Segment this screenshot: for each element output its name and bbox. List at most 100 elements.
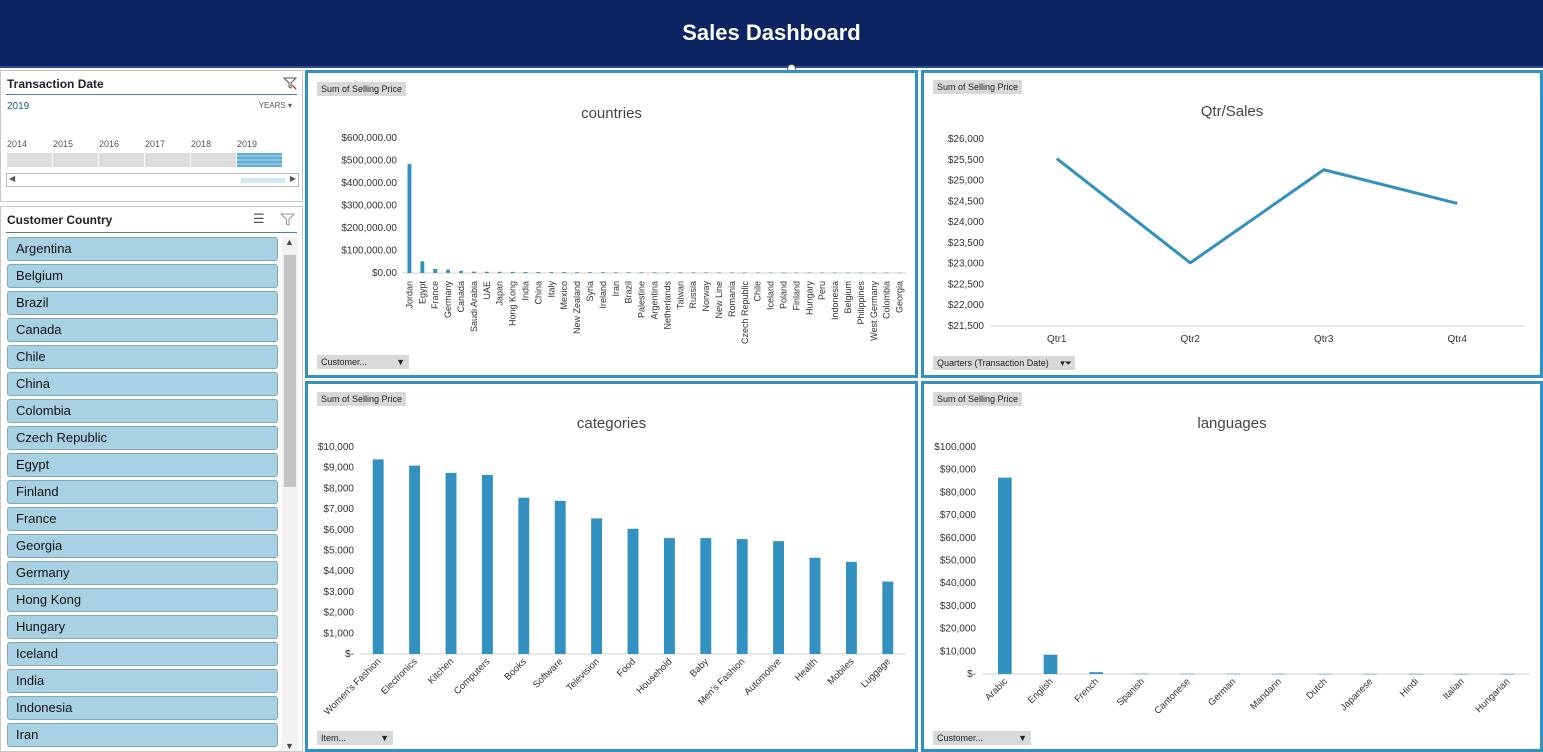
timeline-year-cell[interactable]	[191, 153, 236, 167]
clear-filter-icon[interactable]	[280, 212, 295, 227]
bar[interactable]	[897, 272, 902, 274]
scroll-up-icon[interactable]: ▲	[285, 237, 294, 247]
bar[interactable]	[518, 497, 530, 654]
bar[interactable]	[755, 272, 760, 274]
bar[interactable]	[781, 272, 786, 274]
slicer-item[interactable]: Belgium	[7, 264, 278, 288]
slicer-item[interactable]: Argentina	[7, 237, 278, 261]
slicer-item[interactable]: Germany	[7, 561, 278, 585]
slicer-item[interactable]: Iceland	[7, 642, 278, 666]
bar[interactable]	[575, 272, 580, 273]
scroll-down-icon[interactable]: ▼	[285, 741, 294, 751]
timeline-year-cell[interactable]	[99, 153, 144, 167]
bar[interactable]	[600, 272, 605, 273]
bar[interactable]	[820, 272, 825, 274]
bar[interactable]	[884, 272, 889, 274]
slicer-item[interactable]: Chile	[7, 345, 278, 369]
slicer-item[interactable]: Egypt	[7, 453, 278, 477]
bar[interactable]	[639, 272, 644, 273]
bar[interactable]	[691, 272, 696, 273]
slicer-item[interactable]: Iran	[7, 723, 278, 747]
bar[interactable]	[794, 272, 799, 274]
bar[interactable]	[554, 500, 566, 654]
bar[interactable]	[736, 539, 748, 654]
bar[interactable]	[613, 272, 618, 273]
scroll-right-icon[interactable]: ▶	[289, 174, 296, 183]
value-field-button[interactable]: Sum of Selling Price	[933, 392, 1023, 406]
sales-line[interactable]	[1055, 157, 1458, 265]
bar[interactable]	[678, 272, 683, 273]
bar[interactable]	[1226, 673, 1241, 675]
bar[interactable]	[700, 538, 712, 654]
timeline-year-cell[interactable]	[7, 153, 52, 167]
slicer-item[interactable]: Hungary	[7, 615, 278, 639]
bar[interactable]	[882, 581, 894, 654]
bar[interactable]	[768, 272, 773, 274]
bar[interactable]	[1363, 673, 1378, 675]
bar[interactable]	[497, 271, 502, 273]
value-field-button[interactable]: Sum of Selling Price	[317, 392, 407, 406]
bar[interactable]	[433, 268, 438, 273]
bar[interactable]	[773, 541, 785, 654]
multi-select-icon[interactable]: ☰	[253, 211, 265, 226]
scroll-left-icon[interactable]: ◀	[9, 174, 16, 183]
axis-field-dropdown[interactable]: Customer... ▼	[317, 355, 409, 369]
slicer-item[interactable]: Colombia	[7, 399, 278, 423]
bar[interactable]	[562, 272, 567, 273]
bar[interactable]	[481, 474, 493, 654]
slicer-item[interactable]: India	[7, 669, 278, 693]
timeline-year-cell[interactable]	[53, 153, 98, 167]
bar[interactable]	[1180, 673, 1195, 675]
bar[interactable]	[510, 271, 515, 273]
axis-field-dropdown[interactable]: Customer... ▼	[933, 731, 1031, 745]
timeline-year-cell[interactable]	[145, 153, 190, 167]
timeline-scrollbar[interactable]: ◀ ▶	[6, 173, 299, 187]
axis-field-dropdown[interactable]: Quarters (Transaction Date) ▾⏷	[933, 356, 1075, 370]
bar[interactable]	[445, 472, 457, 654]
bar[interactable]	[536, 271, 541, 273]
axis-field-dropdown[interactable]: Item... ▼	[317, 731, 393, 745]
bar[interactable]	[809, 557, 821, 654]
bar[interactable]	[1500, 673, 1515, 675]
clear-filter-icon[interactable]	[283, 76, 297, 90]
bar[interactable]	[997, 477, 1012, 674]
bar[interactable]	[1408, 673, 1423, 675]
bar[interactable]	[1043, 654, 1058, 674]
bar[interactable]	[588, 272, 592, 273]
bar[interactable]	[663, 538, 675, 654]
bar[interactable]	[833, 272, 837, 274]
bar[interactable]	[1317, 673, 1332, 675]
bar[interactable]	[1089, 672, 1104, 674]
bar[interactable]	[717, 272, 721, 273]
slicer-item[interactable]: Brazil	[7, 291, 278, 315]
bar[interactable]	[446, 269, 451, 273]
slicer-item[interactable]: Indonesia	[7, 696, 278, 720]
bar[interactable]	[704, 272, 709, 273]
slicer-item[interactable]: China	[7, 372, 278, 396]
bar[interactable]	[846, 272, 850, 274]
bar[interactable]	[845, 561, 857, 654]
slicer-item[interactable]: Czech Republic	[7, 426, 278, 450]
bar[interactable]	[858, 272, 863, 274]
country-scroll-thumb[interactable]	[284, 255, 296, 487]
slicer-item[interactable]: Hong Kong	[7, 588, 278, 612]
timeline-year-cell[interactable]	[237, 153, 282, 167]
bar[interactable]	[472, 271, 476, 273]
bar[interactable]	[729, 272, 734, 273]
bar[interactable]	[1454, 673, 1469, 675]
bar[interactable]	[523, 271, 528, 273]
bar[interactable]	[459, 270, 463, 273]
bar[interactable]	[372, 459, 384, 654]
country-scrollbar[interactable]: ▲ ▼	[282, 237, 298, 751]
bar[interactable]	[549, 272, 554, 273]
bar[interactable]	[1271, 673, 1286, 675]
bar[interactable]	[407, 163, 412, 273]
bar[interactable]	[1134, 673, 1149, 675]
value-field-button[interactable]: Sum of Selling Price	[933, 80, 1023, 94]
bar[interactable]	[665, 272, 670, 273]
bar[interactable]	[652, 272, 657, 273]
slicer-item[interactable]: France	[7, 507, 278, 531]
bar[interactable]	[627, 528, 639, 654]
bar[interactable]	[420, 261, 425, 273]
bar[interactable]	[742, 272, 747, 273]
